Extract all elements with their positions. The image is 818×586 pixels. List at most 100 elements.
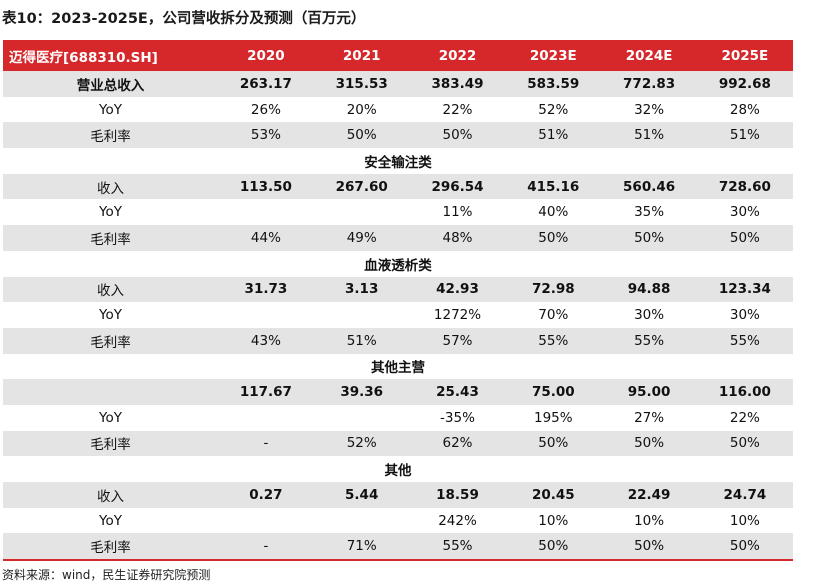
header-year: 2025E: [721, 47, 769, 64]
table-cell: 10%: [538, 512, 569, 529]
table-row: 收入 113.50 267.60 296.54 415.16 560.46 728.60: [3, 173, 793, 200]
header-year: 2020: [247, 47, 285, 64]
table-cell: 116.00: [718, 384, 771, 401]
table-cell: 51%: [729, 127, 760, 144]
table-row: 营业总收入 263.17 315.53 383.49 583.59 772.83 992.6…: [3, 71, 793, 97]
table-cell: 242%: [438, 512, 477, 529]
row-label: YoY: [99, 307, 122, 324]
table-cell: 315.53: [335, 75, 388, 92]
source-note: 资料来源：wind，民生证券研究院预测: [2, 568, 211, 582]
table-row: YoY 26% 20% 22% 52% 32% 28%: [3, 97, 793, 123]
table-row: 毛利率 - 71% 55% 50% 50% 50%: [3, 533, 793, 560]
table-cell: 30%: [634, 307, 665, 324]
table-cell: 53%: [250, 127, 281, 144]
table-cell: 24.74: [723, 486, 767, 503]
table-header-row: 迈得医疗[688310.SH] 2020 2021 2022 2023E 202…: [3, 40, 793, 71]
row-label: YoY: [99, 204, 122, 221]
section-row: 安全输注类: [3, 148, 793, 174]
table-bottom-rule: [3, 559, 793, 561]
row-label: 毛利率: [90, 334, 131, 351]
table-cell: 18.59: [436, 486, 479, 503]
table-cell: 10%: [729, 512, 760, 529]
table-row: YoY 242% 10% 10% 10%: [3, 508, 793, 534]
table-row: YoY 1272% 70% 30% 30%: [3, 302, 793, 328]
table-row: 毛利率 - 52% 62% 50% 50% 50%: [3, 430, 793, 457]
row-label: 毛利率: [90, 129, 131, 146]
table-cell: 1272%: [433, 307, 482, 324]
table-cell: 415.16: [527, 178, 580, 195]
section-label: 血液透析类: [364, 257, 432, 274]
table-row: YoY 11% 40% 35% 30%: [3, 199, 793, 225]
table-cell: 55%: [634, 332, 665, 349]
table-cell: 55%: [442, 538, 473, 555]
table-cell: 55%: [538, 332, 569, 349]
table-cell: 71%: [346, 538, 377, 555]
row-label: 收入: [97, 488, 124, 505]
table-cell: 51%: [346, 332, 377, 349]
table-cell: 95.00: [627, 384, 671, 401]
table-cell: 0.27: [249, 486, 283, 503]
table-cell: 30%: [729, 307, 760, 324]
table-cell: -35%: [440, 409, 475, 426]
table-cell: 50%: [729, 435, 760, 452]
row-label: 毛利率: [90, 437, 131, 454]
table-cell: 31.73: [244, 281, 288, 298]
table-row: 117.67 39.36 25.43 75.00 95.00 116.00: [3, 379, 793, 405]
row-label: 毛利率: [90, 540, 131, 557]
table-cell: 50%: [729, 229, 760, 246]
table-cell: 44%: [250, 229, 281, 246]
header-year: 2021: [342, 47, 381, 64]
table-cell: 263.17: [239, 75, 292, 92]
table-cell: 40%: [538, 204, 569, 221]
table-cell: 42.93: [436, 281, 479, 298]
table-cell: 50%: [634, 229, 665, 246]
row-label: YoY: [99, 409, 122, 426]
table-row: 收入 31.73 3.13 42.93 72.98 94.88 123.34: [3, 276, 793, 303]
table-title: 表10：2023-2025E，公司营收拆分及预测（百万元）: [2, 11, 366, 27]
table-cell: 50%: [538, 229, 569, 246]
table-cell: 11%: [442, 204, 473, 221]
table-cell: 75.00: [531, 384, 575, 401]
table-cell: 32%: [634, 101, 665, 118]
section-label: 其他: [384, 463, 412, 480]
table-cell: 20.45: [531, 486, 575, 503]
table-cell: 10%: [634, 512, 665, 529]
table-cell: 383.49: [431, 75, 484, 92]
row-label: 毛利率: [90, 231, 131, 248]
table-cell: 51%: [634, 127, 665, 144]
table-cell: 267.60: [335, 178, 388, 195]
table-cell: 49%: [346, 229, 377, 246]
row-label: 收入: [97, 283, 124, 300]
table-cell: 50%: [538, 435, 569, 452]
section-label: 其他主营: [371, 360, 425, 377]
section-row: 其他主营: [3, 354, 793, 380]
row-label: 收入: [97, 180, 124, 197]
table-cell: 5.44: [345, 486, 379, 503]
table-cell: 43%: [250, 332, 281, 349]
table-cell: 30%: [729, 204, 760, 221]
table-cell: 50%: [538, 538, 569, 555]
table-cell: 52%: [346, 435, 377, 452]
header-company: 迈得医疗[688310.SH]: [9, 49, 158, 66]
table-cell: 27%: [634, 409, 665, 426]
table-cell: 55%: [729, 332, 760, 349]
table-cell: 26%: [250, 101, 281, 118]
table-cell: 50%: [729, 538, 760, 555]
row-label: YoY: [99, 512, 122, 529]
table-row: 毛利率 43% 51% 57% 55% 55% 55%: [3, 327, 793, 354]
table-cell: 20%: [346, 101, 377, 118]
table-cell: 123.34: [718, 281, 771, 298]
table-cell: 560.46: [623, 178, 676, 195]
table-cell: -: [263, 538, 269, 555]
table-cell: 22.49: [627, 486, 671, 503]
table-cell: 50%: [634, 538, 665, 555]
table-row: 毛利率 53% 50% 50% 51% 51% 51%: [3, 122, 793, 149]
table-cell: 50%: [442, 127, 473, 144]
row-label: 营业总收入: [76, 77, 145, 94]
table-row: 收入 0.27 5.44 18.59 20.45 22.49 24.74: [3, 482, 793, 508]
table-cell: 51%: [538, 127, 569, 144]
table-cell: 25.43: [436, 384, 479, 401]
table-cell: 113.50: [239, 178, 292, 195]
header-year: 2022: [438, 47, 477, 64]
table-cell: 195%: [533, 409, 573, 426]
